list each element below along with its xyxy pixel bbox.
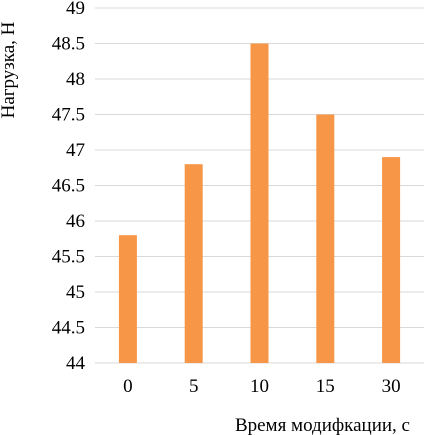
x-tick-labels: 0 5 10 15 30: [123, 376, 400, 397]
y-tick-label: 45.5: [52, 247, 85, 268]
bar-10: [250, 43, 269, 363]
x-axis-title: Время модифкации, с: [235, 415, 410, 435]
y-tick-label: 44.5: [52, 318, 85, 339]
y-tick-label: 47: [66, 140, 85, 161]
x-tick-label: 0: [123, 376, 133, 397]
bar-30: [382, 157, 401, 363]
y-tick-labels: 44 44.5 45 45.5 46 46.5 47 47.5 48 48.5 49: [52, 0, 86, 374]
y-tick-label: 46.5: [52, 176, 85, 197]
y-axis-title: Нагрузка, Н: [0, 21, 19, 118]
x-tick-label: 30: [382, 376, 401, 397]
y-tick-label: 49: [66, 0, 85, 19]
y-tick-label: 48: [66, 69, 85, 90]
y-tick-label: 46: [66, 211, 85, 232]
y-tick-label: 47.5: [52, 105, 85, 126]
bar-5: [184, 164, 203, 363]
x-tick-label: 10: [250, 376, 269, 397]
y-tick-label: 44: [66, 353, 86, 374]
x-tick-label: 5: [189, 376, 199, 397]
y-tick-label: 48.5: [52, 34, 85, 55]
bar-0: [118, 235, 137, 363]
bar-15: [316, 114, 335, 363]
y-tick-label: 45: [66, 282, 85, 303]
x-tick-label: 15: [316, 376, 335, 397]
bars: [118, 43, 401, 363]
